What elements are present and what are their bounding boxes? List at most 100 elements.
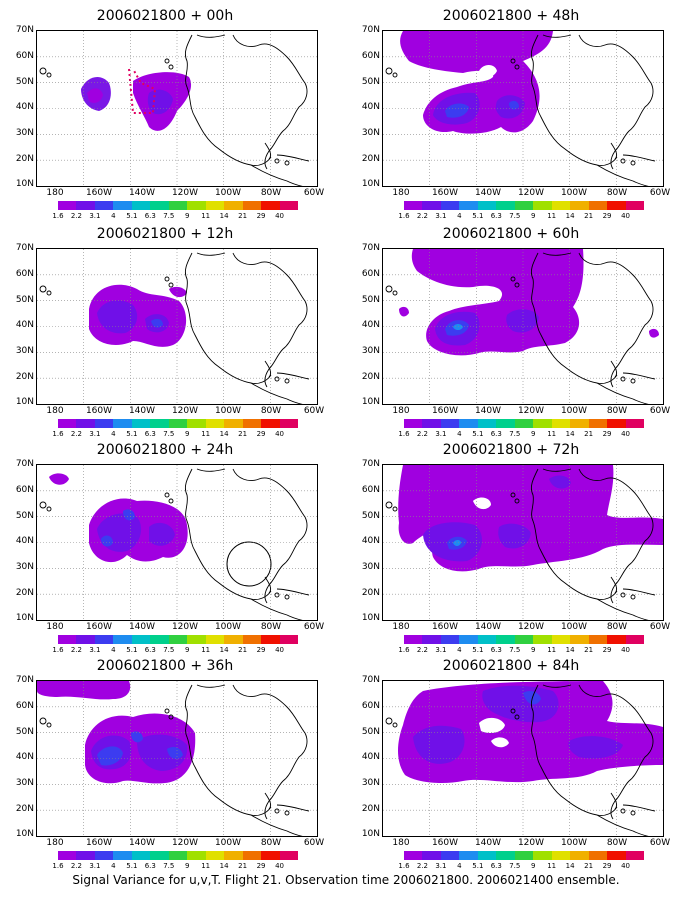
colorbar-tick-label: 21 xyxy=(584,430,594,438)
lat-label: 60N xyxy=(361,51,380,61)
colorbar-tick-label: 29 xyxy=(256,862,266,870)
lat-label: 40N xyxy=(361,536,380,546)
colorbar-swatch xyxy=(279,851,299,860)
colorbar-swatch xyxy=(58,419,77,428)
colorbar-swatch xyxy=(607,201,626,210)
lat-label: 70N xyxy=(15,25,34,35)
grid-lines xyxy=(37,465,317,620)
colorbar-tick-label: 1.6 xyxy=(398,862,410,870)
colorbar-swatch xyxy=(131,419,151,428)
colorbar-swatch xyxy=(205,201,225,210)
coastlines xyxy=(39,252,310,404)
colorbar-tick-label: 14 xyxy=(219,862,229,870)
colorbar-swatch xyxy=(440,635,460,644)
colorbar-tick-label: 2.2 xyxy=(416,430,429,438)
lat-label: 40N xyxy=(361,752,380,762)
lon-label: 100W xyxy=(560,838,588,848)
lat-label: 60N xyxy=(15,51,34,61)
colorbar xyxy=(404,201,645,210)
colorbar-swatch xyxy=(279,201,299,210)
colorbar-swatch xyxy=(440,201,460,210)
colorbar-tick-label: 3.1 xyxy=(435,212,447,220)
colorbar-swatch xyxy=(588,419,608,428)
colorbar-swatch xyxy=(607,851,626,860)
colorbar-tick-label: 3.1 xyxy=(89,430,101,438)
colorbar-tick-label: 29 xyxy=(602,646,612,654)
colorbar-tick-label: 2.2 xyxy=(416,212,429,220)
colorbar-tick-label: 7.5 xyxy=(509,646,521,654)
colorbar-tick-label: 6.3 xyxy=(490,862,502,870)
colorbar-swatch xyxy=(205,419,225,428)
lon-label: 120W xyxy=(171,838,199,848)
colorbar-tick-label: 9 xyxy=(184,862,190,870)
colorbar-swatch xyxy=(261,419,280,428)
map-36h xyxy=(36,680,318,837)
colorbar-swatch xyxy=(422,419,441,428)
colorbar-swatch xyxy=(113,635,132,644)
map-graphic xyxy=(383,465,663,620)
colorbar-tick-label: 3.1 xyxy=(89,862,101,870)
colorbar-tick-label: 11 xyxy=(201,212,211,220)
lon-label: 60W xyxy=(303,406,325,416)
colorbar-swatch xyxy=(625,201,645,210)
colorbar-tick-label: 3.1 xyxy=(435,862,447,870)
lat-label: 20N xyxy=(15,154,34,164)
colorbar-swatch xyxy=(242,851,262,860)
colorbar-tick-label: 9 xyxy=(530,212,536,220)
colorbar-swatch xyxy=(496,201,515,210)
colorbar-swatch xyxy=(477,635,497,644)
lon-label: 120W xyxy=(171,406,199,416)
colorbar-tick-label: 4 xyxy=(457,430,462,438)
colorbar-tick-label: 6.3 xyxy=(144,212,156,220)
colorbar-swatch xyxy=(514,635,534,644)
colorbar-tick-label: 9 xyxy=(184,430,190,438)
colorbar-swatch xyxy=(224,635,243,644)
lon-label: 120W xyxy=(171,622,199,632)
colorbar-swatch xyxy=(514,201,534,210)
colorbar-swatch xyxy=(94,635,114,644)
map-graphic xyxy=(37,681,317,836)
colorbar-tick-label: 2.2 xyxy=(70,862,83,870)
coastlines xyxy=(39,34,310,186)
colorbar-swatch xyxy=(496,851,515,860)
lon-label: 60W xyxy=(649,188,671,198)
colorbar-tick-label: 14 xyxy=(565,862,575,870)
lat-label: 10N xyxy=(15,829,34,839)
lon-label: 60W xyxy=(649,622,671,632)
lon-label: 60W xyxy=(303,188,325,198)
colorbar-labels: 1.6 2.2 3.1 4 5.1 6.3 7.5 9 11 14 21 29 40 xyxy=(52,430,298,440)
colorbar-tick-label: 40 xyxy=(275,212,284,220)
panel-title: 2006021800 + 72h xyxy=(442,442,580,458)
colorbar-swatch xyxy=(459,851,478,860)
colorbar-swatch xyxy=(76,419,95,428)
colorbar-tick-label: 9 xyxy=(184,212,190,220)
lon-label: 160W xyxy=(85,622,113,632)
lat-label: 20N xyxy=(361,588,380,598)
colorbar-swatch xyxy=(150,851,169,860)
lat-label: 20N xyxy=(15,372,34,382)
colorbar-swatch xyxy=(279,419,299,428)
colorbar-tick-label: 14 xyxy=(565,646,575,654)
colorbar-labels: 1.6 2.2 3.1 4 5.1 6.3 7.5 9 11 14 21 29 40 xyxy=(52,646,298,656)
colorbar-tick-label: 21 xyxy=(238,212,248,220)
lon-label: 180 xyxy=(46,406,64,416)
grid-lines xyxy=(383,465,663,620)
lat-label: 30N xyxy=(15,128,34,138)
lon-label: 120W xyxy=(517,188,545,198)
colorbar-tick-label: 1.6 xyxy=(52,646,64,654)
colorbar-tick-label: 3.1 xyxy=(89,212,101,220)
colorbar-swatch xyxy=(150,419,169,428)
grid-lines xyxy=(383,681,663,836)
colorbar xyxy=(404,419,645,428)
lon-label: 140W xyxy=(474,838,502,848)
colorbar-tick-label: 6.3 xyxy=(144,430,156,438)
lon-label: 120W xyxy=(171,188,199,198)
lat-label: 70N xyxy=(361,243,380,253)
panel-title: 2006021800 + 00h xyxy=(96,8,234,24)
lon-label: 100W xyxy=(214,188,242,198)
colorbar-tick-label: 14 xyxy=(219,430,229,438)
lat-label: 10N xyxy=(15,179,34,189)
colorbar-swatch xyxy=(570,635,589,644)
map-graphic xyxy=(37,465,317,620)
colorbar-swatch xyxy=(242,635,262,644)
